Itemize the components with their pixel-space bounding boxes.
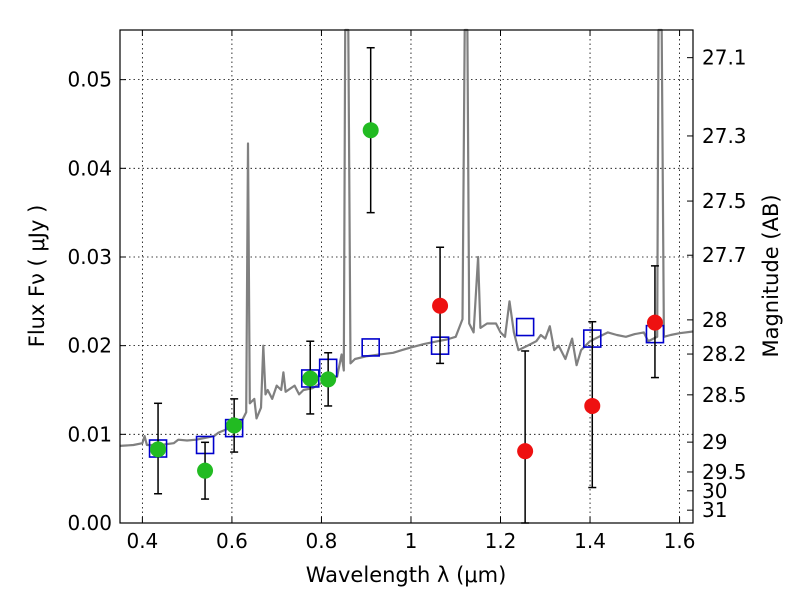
plot-frame <box>119 29 694 524</box>
x-tick-label: 1 <box>405 529 418 553</box>
mag-tick-label: 29.5 <box>702 460 747 484</box>
green-point <box>362 122 379 139</box>
plot-area <box>120 30 693 523</box>
x-tick-label: 1.6 <box>664 529 696 553</box>
mag-tick-label: 30 <box>702 479 727 503</box>
mag-tick-label: 28 <box>702 308 727 332</box>
y-axis-label: Flux Fν ( μJy ) <box>25 205 49 348</box>
observed-green-series <box>150 122 379 479</box>
spectrum-line <box>119 28 694 447</box>
y-tick-label: 0.01 <box>67 422 112 446</box>
green-point <box>226 417 243 434</box>
model-square <box>361 338 380 357</box>
green-point <box>302 370 319 387</box>
mag-tick-label: 28.2 <box>702 342 747 366</box>
mag-tick-label: 31 <box>702 498 727 522</box>
x-tick-label: 1.2 <box>485 529 517 553</box>
x-tick-label: 0.6 <box>216 529 248 553</box>
x-tick-label: 0.4 <box>126 529 158 553</box>
x-axis-label: Wavelength λ (μm) <box>306 563 507 587</box>
x-tick-label: 0.8 <box>306 529 338 553</box>
y-tick-label: 0.03 <box>67 245 112 269</box>
red-point <box>432 297 449 314</box>
axes: 0.4 0.6 0.8 1 1.2 1.4 1.6 0.00 0.01 0.02 0.03 0.04 0… <box>67 30 747 553</box>
y2-axis-label: Magnitude (AB) <box>759 194 783 357</box>
spectrum-series <box>119 28 694 447</box>
green-point <box>150 441 167 458</box>
y-tick-label: 0.00 <box>67 511 112 535</box>
green-point <box>197 462 214 479</box>
green-point <box>320 371 337 388</box>
mag-tick-label: 28.5 <box>702 383 747 407</box>
mag-tick-label: 27.7 <box>702 243 747 267</box>
observed-red-series <box>432 297 663 460</box>
y-tick-label: 0.05 <box>67 68 112 92</box>
mag-tick-label: 27.5 <box>702 189 747 213</box>
mag-tick-label: 27.1 <box>702 46 747 70</box>
mag-tick-label: 29 <box>702 430 727 454</box>
y-tick-label: 0.02 <box>67 334 112 358</box>
model-square <box>515 317 535 337</box>
x-tick-label: 1.4 <box>574 529 606 553</box>
red-point <box>584 397 601 414</box>
mag-tick-label: 27.3 <box>702 124 747 148</box>
red-point <box>646 314 663 331</box>
y-tick-label: 0.04 <box>67 156 112 180</box>
red-point <box>517 443 534 460</box>
